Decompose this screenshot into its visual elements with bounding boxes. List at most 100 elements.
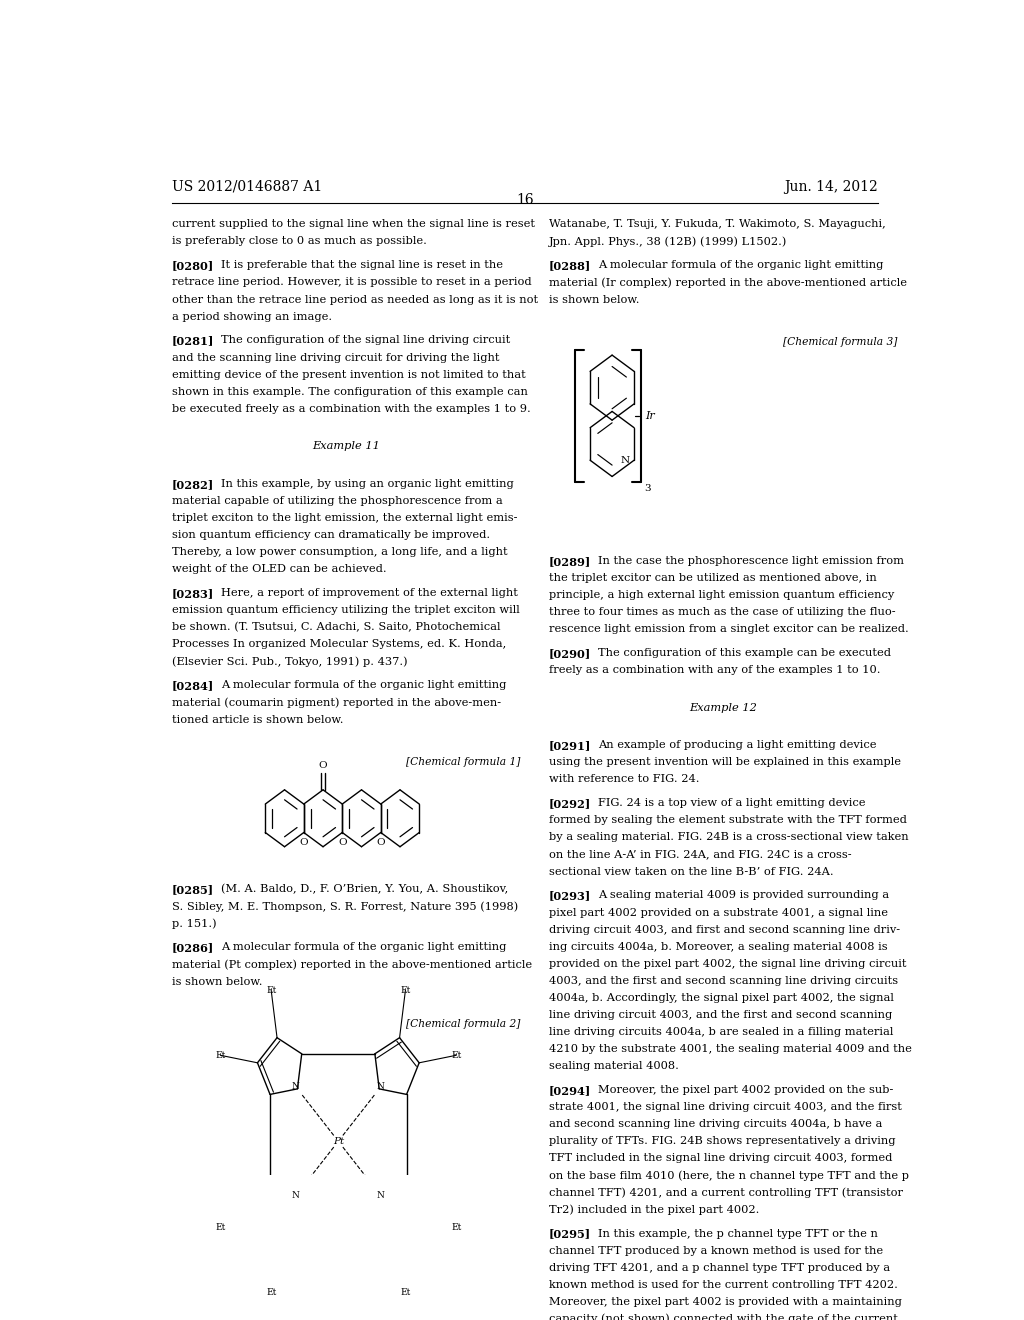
- Text: N: N: [377, 1191, 385, 1200]
- Text: 16: 16: [516, 193, 534, 207]
- Text: The configuration of the signal line driving circuit: The configuration of the signal line dri…: [221, 335, 510, 346]
- Text: freely as a combination with any of the examples 1 to 10.: freely as a combination with any of the …: [549, 665, 880, 675]
- Text: [0289]: [0289]: [549, 556, 591, 566]
- Text: Jun. 14, 2012: Jun. 14, 2012: [784, 180, 878, 194]
- Text: material (Pt complex) reported in the above-mentioned article: material (Pt complex) reported in the ab…: [172, 960, 531, 970]
- Text: Et: Et: [215, 1051, 225, 1060]
- Text: shown in this example. The configuration of this example can: shown in this example. The configuration…: [172, 387, 527, 397]
- Text: Example 12: Example 12: [689, 702, 757, 713]
- Text: known method is used for the current controlling TFT 4202.: known method is used for the current con…: [549, 1280, 897, 1290]
- Text: retrace line period. However, it is possible to reset in a period: retrace line period. However, it is poss…: [172, 277, 531, 288]
- Text: Jpn. Appl. Phys., 38 (12B) (1999) L1502.): Jpn. Appl. Phys., 38 (12B) (1999) L1502.…: [549, 236, 787, 247]
- Text: O: O: [299, 838, 308, 846]
- Text: is shown below.: is shown below.: [172, 977, 262, 986]
- Text: 4004a, b. Accordingly, the signal pixel part 4002, the signal: 4004a, b. Accordingly, the signal pixel …: [549, 993, 894, 1003]
- Text: In this example, the p channel type TFT or the n: In this example, the p channel type TFT …: [598, 1229, 878, 1238]
- Text: [Chemical formula 3]: [Chemical formula 3]: [783, 337, 898, 347]
- Text: material capable of utilizing the phosphorescence from a: material capable of utilizing the phosph…: [172, 496, 503, 506]
- Text: line driving circuits 4004a, b are sealed in a filling material: line driving circuits 4004a, b are seale…: [549, 1027, 893, 1038]
- Text: pixel part 4002 provided on a substrate 4001, a signal line: pixel part 4002 provided on a substrate …: [549, 908, 888, 917]
- Text: A molecular formula of the organic light emitting: A molecular formula of the organic light…: [221, 942, 506, 953]
- Text: [0294]: [0294]: [549, 1085, 591, 1096]
- Text: provided on the pixel part 4002, the signal line driving circuit: provided on the pixel part 4002, the sig…: [549, 958, 906, 969]
- Text: [0291]: [0291]: [549, 741, 591, 751]
- Text: 3: 3: [645, 483, 651, 492]
- Text: 4210 by the substrate 4001, the sealing material 4009 and the: 4210 by the substrate 4001, the sealing …: [549, 1044, 911, 1055]
- Text: Et: Et: [266, 986, 276, 995]
- Text: three to four times as much as the case of utilizing the fluo-: three to four times as much as the case …: [549, 607, 895, 616]
- Text: Here, a report of improvement of the external light: Here, a report of improvement of the ext…: [221, 589, 518, 598]
- Text: be executed freely as a combination with the examples 1 to 9.: be executed freely as a combination with…: [172, 404, 530, 413]
- Text: p. 151.): p. 151.): [172, 919, 216, 929]
- Text: N: N: [377, 1082, 385, 1092]
- Text: US 2012/0146887 A1: US 2012/0146887 A1: [172, 180, 322, 194]
- Text: with reference to FIG. 24.: with reference to FIG. 24.: [549, 775, 699, 784]
- Text: sealing material 4008.: sealing material 4008.: [549, 1061, 679, 1072]
- Text: driving TFT 4201, and a p channel type TFT produced by a: driving TFT 4201, and a p channel type T…: [549, 1263, 890, 1272]
- Text: Moreover, the pixel part 4002 is provided with a maintaining: Moreover, the pixel part 4002 is provide…: [549, 1296, 901, 1307]
- Text: Thereby, a low power consumption, a long life, and a light: Thereby, a low power consumption, a long…: [172, 548, 507, 557]
- Text: Et: Et: [451, 1051, 462, 1060]
- Text: [0286]: [0286]: [172, 942, 214, 953]
- Text: weight of the OLED can be achieved.: weight of the OLED can be achieved.: [172, 565, 386, 574]
- Text: by a sealing material. FIG. 24B is a cross-sectional view taken: by a sealing material. FIG. 24B is a cro…: [549, 833, 908, 842]
- Text: Et: Et: [400, 986, 411, 995]
- Text: N: N: [292, 1191, 300, 1200]
- Text: Watanabe, T. Tsuji, Y. Fukuda, T. Wakimoto, S. Mayaguchi,: Watanabe, T. Tsuji, Y. Fukuda, T. Wakimo…: [549, 219, 886, 230]
- Text: plurality of TFTs. FIG. 24B shows representatively a driving: plurality of TFTs. FIG. 24B shows repres…: [549, 1137, 895, 1146]
- Text: [0282]: [0282]: [172, 479, 214, 490]
- Text: Moreover, the pixel part 4002 provided on the sub-: Moreover, the pixel part 4002 provided o…: [598, 1085, 893, 1096]
- Text: [0293]: [0293]: [549, 891, 591, 902]
- Text: Tr2) included in the pixel part 4002.: Tr2) included in the pixel part 4002.: [549, 1205, 759, 1216]
- Text: and the scanning line driving circuit for driving the light: and the scanning line driving circuit fo…: [172, 352, 499, 363]
- Text: and second scanning line driving circuits 4004a, b have a: and second scanning line driving circuit…: [549, 1119, 882, 1130]
- Text: Et: Et: [215, 1222, 225, 1232]
- Text: Et: Et: [266, 1288, 276, 1296]
- Text: sectional view taken on the line B-B’ of FIG. 24A.: sectional view taken on the line B-B’ of…: [549, 866, 834, 876]
- Text: [0284]: [0284]: [172, 680, 214, 692]
- Text: a period showing an image.: a period showing an image.: [172, 312, 332, 322]
- Text: the triplet excitor can be utilized as mentioned above, in: the triplet excitor can be utilized as m…: [549, 573, 877, 583]
- Text: principle, a high external light emission quantum efficiency: principle, a high external light emissio…: [549, 590, 894, 599]
- Text: is shown below.: is shown below.: [549, 294, 639, 305]
- Text: N: N: [292, 1082, 300, 1092]
- Text: formed by sealing the element substrate with the TFT formed: formed by sealing the element substrate …: [549, 816, 906, 825]
- Text: It is preferable that the signal line is reset in the: It is preferable that the signal line is…: [221, 260, 503, 271]
- Text: current supplied to the signal line when the signal line is reset: current supplied to the signal line when…: [172, 219, 535, 230]
- Text: Pt: Pt: [333, 1137, 344, 1146]
- Text: N: N: [621, 455, 630, 465]
- Text: [Chemical formula 1]: [Chemical formula 1]: [407, 758, 521, 767]
- Text: [0288]: [0288]: [549, 260, 591, 272]
- Text: be shown. (T. Tsutsui, C. Adachi, S. Saito, Photochemical: be shown. (T. Tsutsui, C. Adachi, S. Sai…: [172, 622, 500, 632]
- Text: (Elsevier Sci. Pub., Tokyo, 1991) p. 437.): (Elsevier Sci. Pub., Tokyo, 1991) p. 437…: [172, 656, 408, 667]
- Text: channel TFT) 4201, and a current controlling TFT (transistor: channel TFT) 4201, and a current control…: [549, 1188, 902, 1199]
- Text: tioned article is shown below.: tioned article is shown below.: [172, 714, 343, 725]
- Text: [0290]: [0290]: [549, 648, 591, 659]
- Text: channel TFT produced by a known method is used for the: channel TFT produced by a known method i…: [549, 1246, 883, 1255]
- Text: [0283]: [0283]: [172, 589, 214, 599]
- Text: triplet exciton to the light emission, the external light emis-: triplet exciton to the light emission, t…: [172, 513, 517, 523]
- Text: In the case the phosphorescence light emission from: In the case the phosphorescence light em…: [598, 556, 904, 566]
- Text: FIG. 24 is a top view of a light emitting device: FIG. 24 is a top view of a light emittin…: [598, 799, 865, 808]
- Text: (M. A. Baldo, D., F. O’Brien, Y. You, A. Shoustikov,: (M. A. Baldo, D., F. O’Brien, Y. You, A.…: [221, 884, 508, 895]
- Text: Et: Et: [451, 1222, 462, 1232]
- Text: other than the retrace line period as needed as long as it is not: other than the retrace line period as ne…: [172, 294, 538, 305]
- Text: capacity (not shown) connected with the gate of the current: capacity (not shown) connected with the …: [549, 1313, 897, 1320]
- Text: using the present invention will be explained in this example: using the present invention will be expl…: [549, 758, 901, 767]
- Text: The configuration of this example can be executed: The configuration of this example can be…: [598, 648, 891, 657]
- Text: [0280]: [0280]: [172, 260, 214, 272]
- Text: Processes In organized Molecular Systems, ed. K. Honda,: Processes In organized Molecular Systems…: [172, 639, 506, 649]
- Text: [0281]: [0281]: [172, 335, 214, 346]
- Text: An example of producing a light emitting device: An example of producing a light emitting…: [598, 741, 877, 750]
- Text: [Chemical formula 2]: [Chemical formula 2]: [407, 1019, 521, 1030]
- Text: line driving circuit 4003, and the first and second scanning: line driving circuit 4003, and the first…: [549, 1010, 892, 1020]
- Text: TFT included in the signal line driving circuit 4003, formed: TFT included in the signal line driving …: [549, 1154, 892, 1163]
- Text: [0285]: [0285]: [172, 884, 214, 895]
- Text: material (coumarin pigment) reported in the above-men-: material (coumarin pigment) reported in …: [172, 697, 501, 708]
- Text: S. Sibley, M. E. Thompson, S. R. Forrest, Nature 395 (1998): S. Sibley, M. E. Thompson, S. R. Forrest…: [172, 902, 518, 912]
- Text: rescence light emission from a singlet excitor can be realized.: rescence light emission from a singlet e…: [549, 624, 908, 634]
- Text: In this example, by using an organic light emitting: In this example, by using an organic lig…: [221, 479, 514, 488]
- Text: Ir: Ir: [645, 411, 655, 421]
- Text: emitting device of the present invention is not limited to that: emitting device of the present invention…: [172, 370, 525, 380]
- Text: A sealing material 4009 is provided surrounding a: A sealing material 4009 is provided surr…: [598, 891, 889, 900]
